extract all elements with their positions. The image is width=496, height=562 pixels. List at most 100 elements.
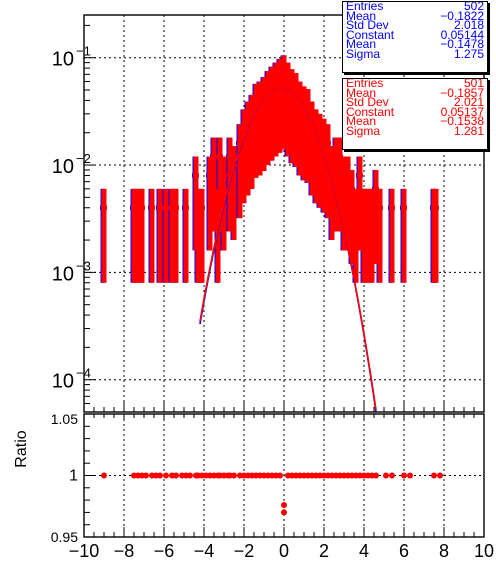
gaussian-fit-curve bbox=[199, 88, 377, 410]
data-point-marker bbox=[261, 93, 267, 98]
data-point-marker bbox=[273, 79, 279, 84]
ratio-point bbox=[437, 472, 443, 479]
stat-row: Entries 502 bbox=[343, 2, 487, 12]
data-point-marker bbox=[241, 126, 247, 131]
ratio-point bbox=[431, 472, 437, 479]
data-point-marker bbox=[139, 205, 145, 210]
stat-row: Sigma 1.281 bbox=[343, 123, 487, 138]
data-point-marker bbox=[183, 205, 189, 210]
data-point-marker bbox=[345, 173, 351, 178]
data-point-marker bbox=[135, 205, 141, 210]
data-point-marker bbox=[199, 205, 205, 210]
data-point-marker bbox=[131, 205, 137, 210]
ratio-point bbox=[401, 472, 407, 479]
ratio-point bbox=[373, 472, 379, 479]
data-point-marker bbox=[341, 173, 347, 178]
data-point-marker bbox=[293, 89, 299, 94]
ratio-point bbox=[407, 472, 413, 479]
ratio-point bbox=[383, 472, 389, 479]
data-point-marker bbox=[217, 154, 223, 159]
top-panel-axes: 10−410−310−210−1 bbox=[52, 14, 485, 413]
data-point-marker bbox=[277, 75, 283, 80]
ratio-point bbox=[143, 472, 149, 479]
stat-value: 502 bbox=[463, 1, 484, 13]
ratio-point bbox=[101, 472, 107, 479]
ratio-point bbox=[163, 472, 169, 479]
data-point-marker bbox=[163, 205, 169, 210]
stat-key: Sigma bbox=[346, 123, 381, 138]
stat-value: 0.05144 bbox=[440, 27, 484, 42]
x-tick-label: 10 bbox=[474, 541, 494, 561]
y-tick-label: 10 −3 bbox=[52, 258, 91, 285]
stat-value: 501 bbox=[463, 78, 484, 90]
svg-text:10: 10 bbox=[52, 371, 74, 393]
x-tick-label: −4 bbox=[194, 541, 215, 561]
stat-row: Mean −0.1478 bbox=[343, 37, 487, 52]
stat-value: 2.018 bbox=[453, 18, 484, 33]
ratio-point bbox=[187, 472, 193, 479]
data-point-marker bbox=[321, 135, 327, 140]
data-point-marker bbox=[221, 173, 227, 178]
ratio-point bbox=[157, 472, 163, 479]
x-tick-label: 0 bbox=[279, 541, 289, 561]
x-tick-label: 4 bbox=[359, 541, 369, 561]
data-point-marker bbox=[195, 205, 201, 210]
data-point-marker bbox=[401, 205, 407, 210]
data-point-marker bbox=[365, 205, 371, 210]
stat-value: 2.021 bbox=[453, 95, 484, 110]
ratio-point bbox=[389, 472, 395, 479]
stat-row: Mean −0.1822 bbox=[343, 8, 487, 23]
y-tick-label: 10 −2 bbox=[52, 151, 91, 178]
data-point-marker bbox=[281, 72, 287, 77]
ratio-point bbox=[231, 472, 237, 479]
x-tick-label: −6 bbox=[154, 541, 175, 561]
data-point-marker bbox=[433, 205, 439, 210]
ratio-point bbox=[277, 472, 283, 479]
svg-text:10: 10 bbox=[52, 263, 74, 285]
data-point-marker bbox=[325, 141, 331, 146]
stat-row: Std Dev 2.021 bbox=[343, 95, 487, 110]
y-tick-label: 10 −4 bbox=[52, 366, 91, 393]
ratio-y-tick-label: 1.05 bbox=[51, 411, 78, 427]
data-point-marker bbox=[101, 205, 107, 210]
stat-key: Mean bbox=[346, 114, 377, 129]
data-point-marker bbox=[253, 100, 259, 105]
ratio-y-tick-label: 1 bbox=[69, 468, 78, 485]
stat-key: Sigma bbox=[346, 46, 381, 61]
data-point-marker bbox=[361, 205, 367, 210]
data-point-marker bbox=[353, 205, 359, 210]
svg-text:−1: −1 bbox=[76, 44, 91, 59]
ratio-point bbox=[281, 502, 287, 509]
stat-key: Mean bbox=[346, 8, 377, 23]
data-point-marker bbox=[285, 79, 291, 84]
data-point-marker bbox=[257, 98, 263, 103]
data-point-marker bbox=[237, 141, 243, 146]
svg-text:10: 10 bbox=[52, 49, 74, 71]
data-point-marker bbox=[369, 205, 375, 210]
data-point-marker bbox=[337, 154, 343, 159]
data-point-marker bbox=[349, 186, 355, 191]
data-point-marker bbox=[227, 154, 233, 159]
data-point-marker bbox=[207, 173, 213, 178]
data-point-marker bbox=[313, 126, 319, 131]
stat-key: Entries bbox=[346, 1, 384, 13]
data-point-marker bbox=[157, 205, 163, 210]
svg-text:−4: −4 bbox=[76, 366, 91, 381]
stat-key: Constant bbox=[346, 104, 395, 119]
data-point-marker bbox=[193, 173, 199, 178]
stat-key: Mean bbox=[346, 85, 377, 100]
data-point-marker bbox=[149, 205, 155, 210]
stat-key: Std Dev bbox=[346, 95, 389, 110]
x-tick-label: −8 bbox=[114, 541, 135, 561]
stat-value: 1.281 bbox=[453, 123, 484, 138]
data-point-marker bbox=[289, 86, 295, 91]
stat-value: −0.1538 bbox=[440, 114, 484, 129]
stat-value: −0.1478 bbox=[440, 37, 484, 52]
ratio-point bbox=[173, 472, 179, 479]
data-point-marker bbox=[305, 105, 311, 110]
data-point-marker bbox=[329, 163, 335, 168]
ratio-axis-label: Ratio bbox=[13, 430, 30, 467]
data-point-marker bbox=[333, 154, 339, 159]
x-tick-label: 2 bbox=[319, 541, 329, 561]
